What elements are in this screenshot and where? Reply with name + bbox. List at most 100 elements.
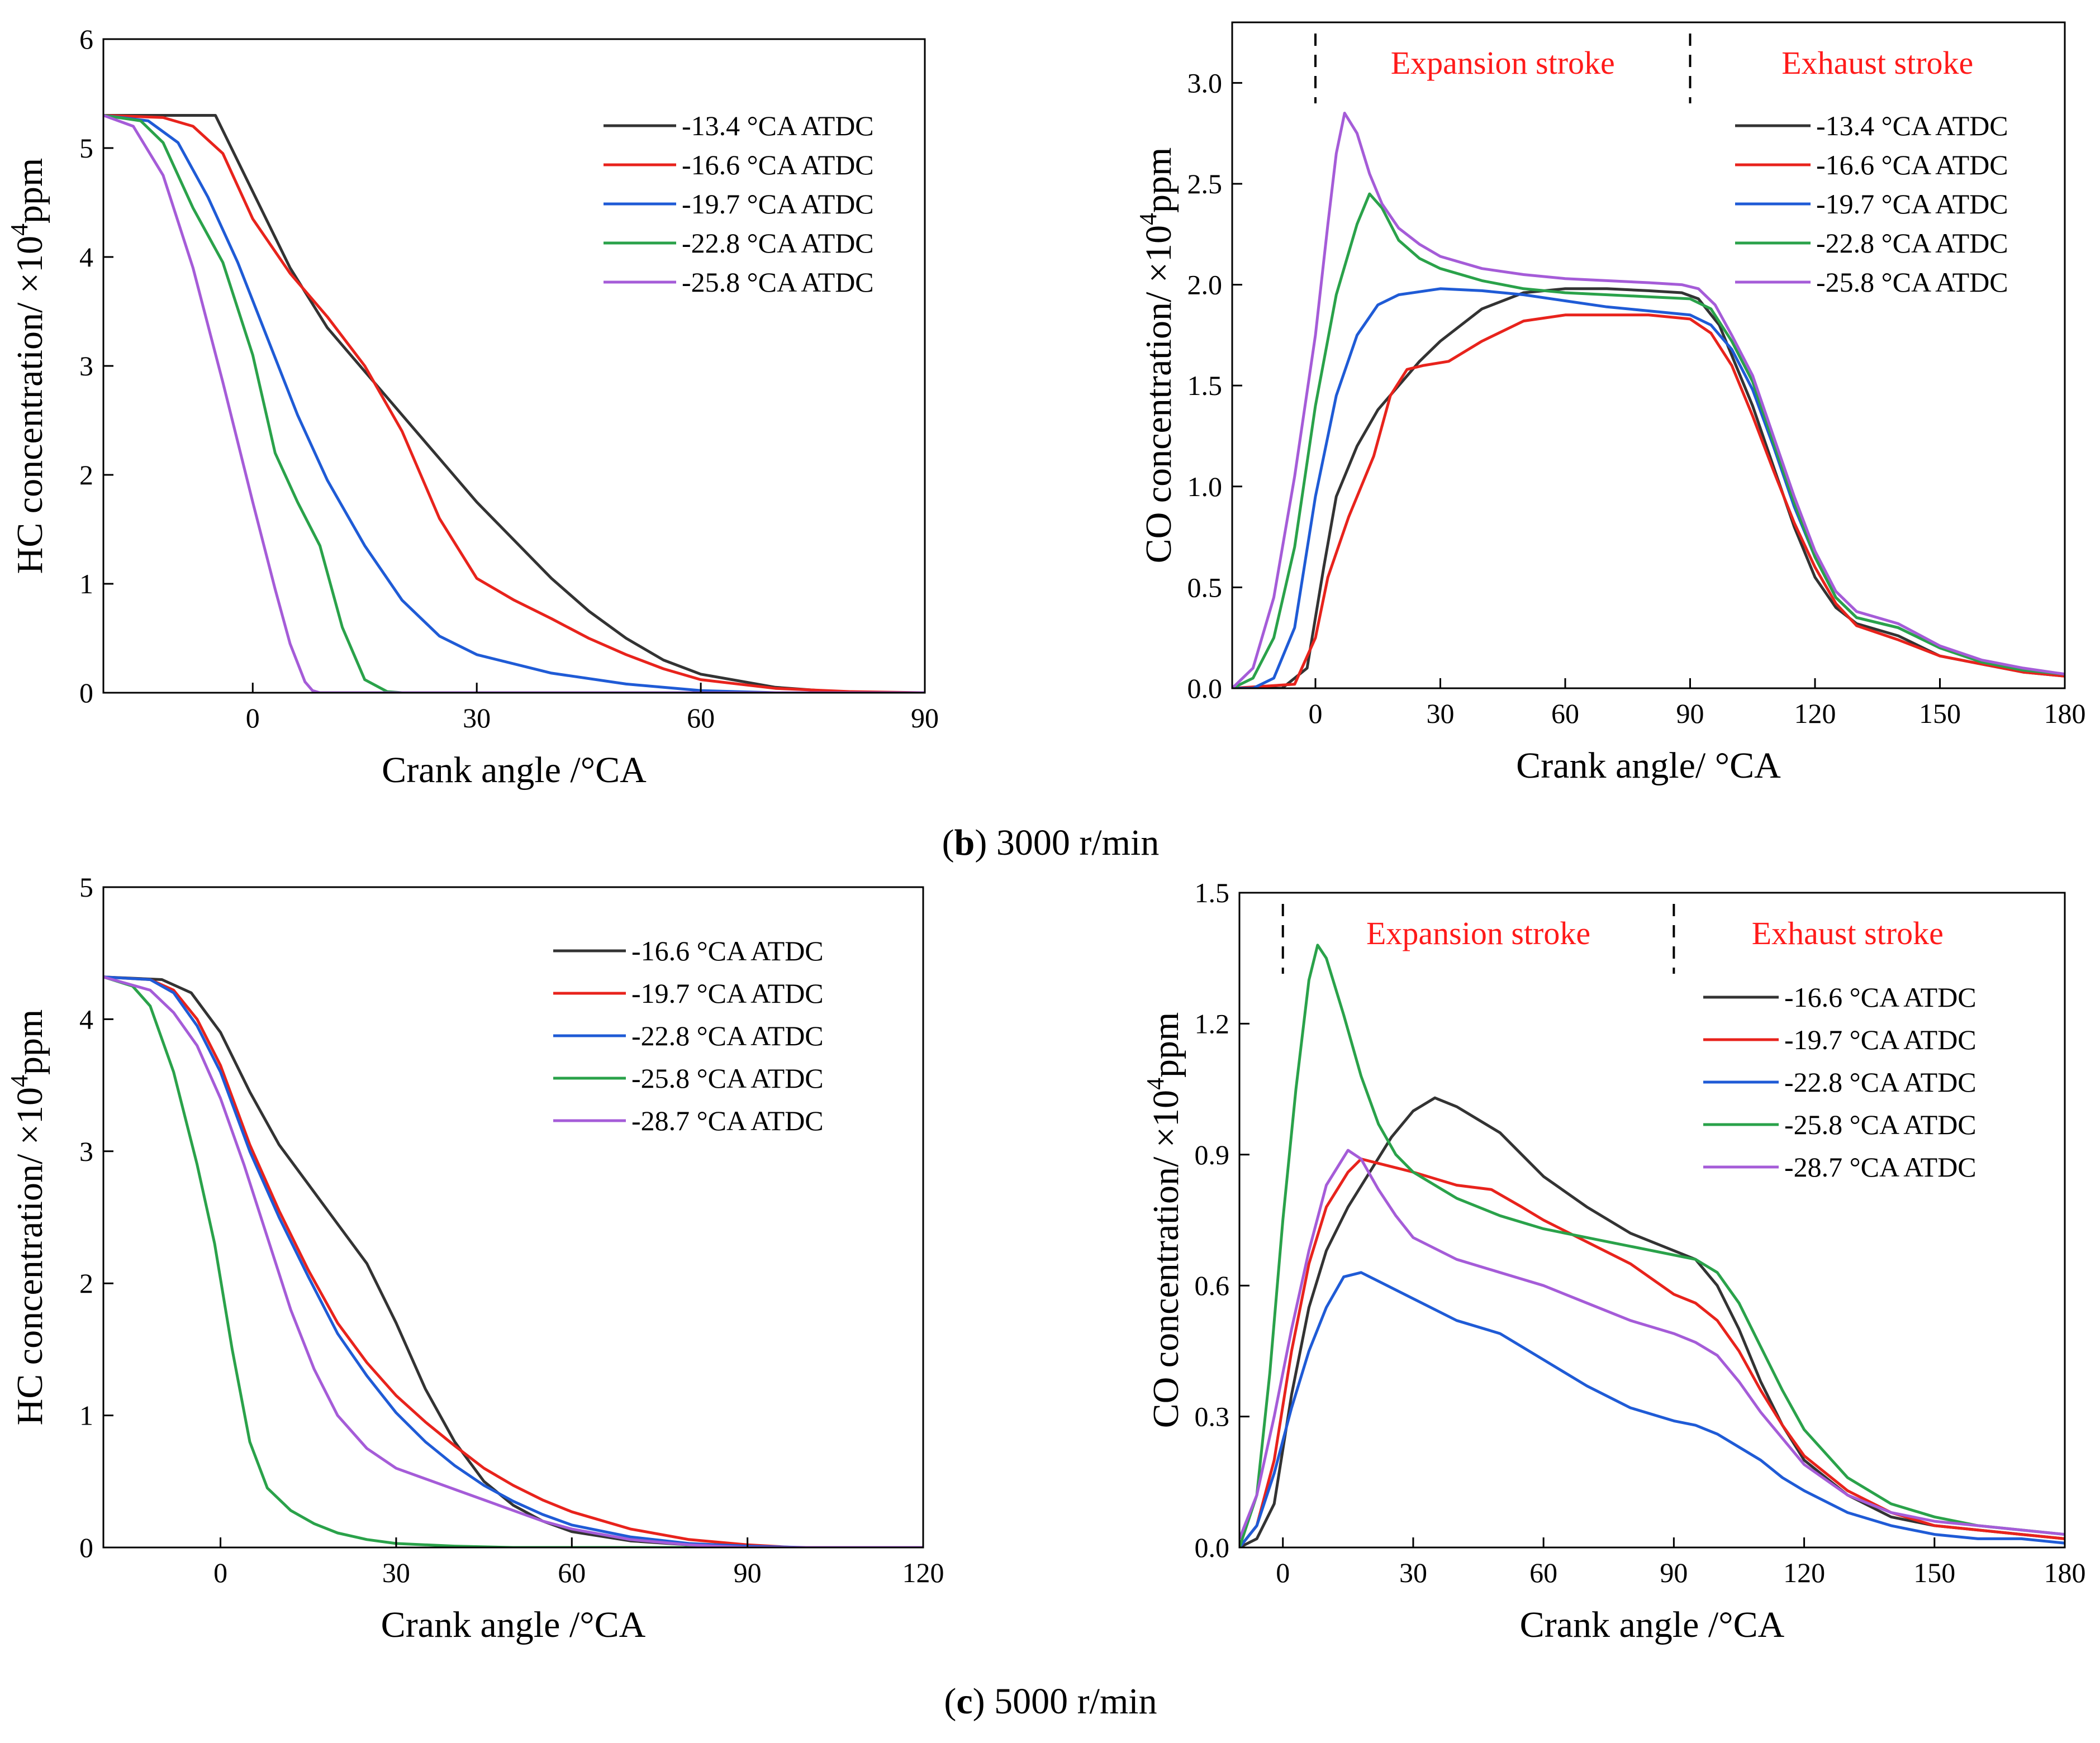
x-tick-label: 90 — [911, 702, 939, 734]
plot-frame — [102, 886, 924, 1549]
caption-b: (b) 3000 r/min — [942, 822, 1160, 863]
y-tick-label: 1 — [79, 568, 93, 599]
series-line-3 — [103, 975, 923, 1547]
x-tick-label: 30 — [1427, 698, 1455, 729]
series-line-2 — [103, 975, 923, 1547]
y-axis-title-prefix: HC concentration/ ×10 — [9, 1087, 50, 1425]
x-tick-label: 60 — [687, 702, 715, 734]
stroke-annotation: Expansion stroke — [1391, 45, 1615, 81]
series-line-2 — [103, 114, 925, 693]
series-line-3 — [1232, 287, 2065, 688]
panel-b-hc-chart: 0 30 60 90 0 1 2 3 4 5 6 Crank angle /°CA HC concent… — [6, 23, 939, 790]
caption-c-letter: c — [956, 1681, 972, 1722]
legend-label: -25.8 °CA ATDC — [682, 266, 874, 298]
y-axis-title-sup: 4 — [6, 223, 33, 236]
y-axis-title-prefix: CO concentration/ ×10 — [1138, 225, 1179, 563]
y-tick-label: 0.0 — [1195, 1532, 1230, 1563]
series-line-4 — [103, 975, 923, 1547]
y-tick-label: 4 — [79, 1003, 93, 1035]
y-tick-label: 0.9 — [1195, 1139, 1230, 1170]
legend-label: -28.7 °CA ATDC — [631, 1105, 824, 1136]
caption-c: (c) 5000 r/min — [944, 1681, 1157, 1722]
x-tick-label: 0 — [1276, 1557, 1290, 1588]
legend-label: -19.7 °CA ATDC — [1784, 1024, 1977, 1055]
series-line-3 — [103, 114, 925, 693]
series-line-5 — [1232, 112, 2065, 688]
y-tick-label: 2 — [79, 459, 93, 490]
x-tick-label: 120 — [1794, 698, 1836, 729]
legend-label: -25.8 °CA ATDC — [631, 1063, 824, 1094]
y-axis-title: CO concentration/ ×104ppm — [1142, 1012, 1186, 1428]
series-line-1 — [103, 975, 923, 1547]
y-axis-title-sup: 4 — [1142, 1078, 1169, 1090]
legend-label: -28.7 °CA ATDC — [1784, 1151, 1977, 1183]
y-tick-label: 1.5 — [1187, 370, 1223, 401]
x-tick-label: 60 — [1551, 698, 1579, 729]
caption-b-letter: b — [954, 822, 975, 863]
y-tick-label: 0.6 — [1195, 1270, 1230, 1301]
y-tick-label: 6 — [79, 23, 93, 55]
x-tick-label: 150 — [1919, 698, 1961, 729]
x-tick-label: 0 — [1309, 698, 1323, 729]
y-tick-label: 0 — [79, 677, 93, 708]
x-tick-label: 120 — [902, 1557, 944, 1588]
series-line-1 — [103, 114, 925, 693]
y-tick-label: 2.0 — [1187, 269, 1223, 301]
legend-label: -19.7 °CA ATDC — [1816, 188, 2008, 220]
x-axis-title: Crank angle /°CA — [1520, 1604, 1785, 1645]
series-line-3 — [1239, 1271, 2065, 1547]
legend-label: -22.8 °CA ATDC — [682, 227, 874, 259]
y-tick-label: 5 — [79, 132, 93, 164]
x-tick-label: 30 — [463, 702, 491, 734]
x-tick-label: 30 — [382, 1557, 410, 1588]
x-tick-label: 30 — [1399, 1557, 1427, 1588]
x-tick-label: 150 — [1913, 1557, 1955, 1588]
caption-b-text: 3000 r/min — [987, 822, 1159, 863]
plot-frame — [1231, 21, 2066, 689]
y-axis-title-suffix: ppm — [9, 1009, 50, 1075]
y-tick-label: 1.5 — [1195, 877, 1230, 908]
x-axis-title: Crank angle /°CA — [381, 1604, 646, 1645]
x-tick-label: 90 — [734, 1557, 762, 1588]
y-axis-title-prefix: HC concentration/ ×10 — [9, 236, 50, 574]
x-tick-label: 60 — [558, 1557, 586, 1588]
y-axis-title: CO concentration/ ×104ppm — [1134, 147, 1179, 564]
x-tick-label: 90 — [1676, 698, 1704, 729]
y-tick-label: 1.0 — [1187, 471, 1223, 502]
y-axis-title-suffix: ppm — [9, 158, 50, 223]
y-tick-label: 1.2 — [1195, 1008, 1230, 1039]
legend-label: -25.8 °CA ATDC — [1784, 1109, 1977, 1140]
series-line-4 — [1239, 944, 2065, 1547]
x-tick-label: 180 — [2044, 698, 2086, 729]
y-tick-label: 1 — [79, 1400, 93, 1431]
series-line-1 — [1232, 287, 2065, 688]
y-tick-label: 2.5 — [1187, 168, 1223, 199]
legend-label: -25.8 °CA ATDC — [1816, 266, 2008, 298]
legend-label: -22.8 °CA ATDC — [631, 1020, 824, 1051]
panel-c-co-chart: 0 30 60 90 120 150 180 0.0 0.3 0.6 0.9 1.2 1.5 Crank … — [1142, 877, 2086, 1645]
y-axis-title: HC concentration/ ×104ppm — [6, 158, 50, 574]
x-tick-label: 90 — [1660, 1557, 1688, 1588]
stroke-annotation: Exhaust stroke — [1752, 915, 1944, 951]
legend-label: -22.8 °CA ATDC — [1784, 1066, 1977, 1098]
x-tick-label: 60 — [1529, 1557, 1557, 1588]
y-axis-title-sup: 4 — [6, 1075, 33, 1087]
series-line-5 — [1239, 1149, 2065, 1540]
stroke-annotation: Exhaust stroke — [1781, 45, 1973, 81]
legend-label: -16.6 °CA ATDC — [682, 149, 874, 180]
y-tick-label: 3 — [79, 350, 93, 382]
y-axis-title-prefix: CO concentration/ ×10 — [1146, 1090, 1186, 1428]
series-line-5 — [103, 975, 923, 1547]
y-axis-title: HC concentration/ ×104ppm — [6, 1009, 50, 1426]
panel-c-hc-chart: 0 30 60 90 120 0 1 2 3 4 5 Crank angle /°CA HC conce… — [6, 872, 944, 1645]
x-tick-label: 0 — [213, 1557, 227, 1588]
y-axis-title-suffix: ppm — [1138, 147, 1179, 213]
y-tick-label: 3 — [79, 1136, 93, 1167]
legend-label: -19.7 °CA ATDC — [682, 188, 874, 220]
x-axis-title: Crank angle /°CA — [382, 750, 647, 790]
series-line-4 — [103, 114, 925, 693]
panel-b-co-chart: 0 30 60 90 120 150 180 0.0 0.5 1.0 1.5 2.0 2.5 3.0 Cra… — [1134, 21, 2086, 786]
y-tick-label: 4 — [79, 241, 93, 273]
y-axis-title-suffix: ppm — [1146, 1012, 1186, 1078]
